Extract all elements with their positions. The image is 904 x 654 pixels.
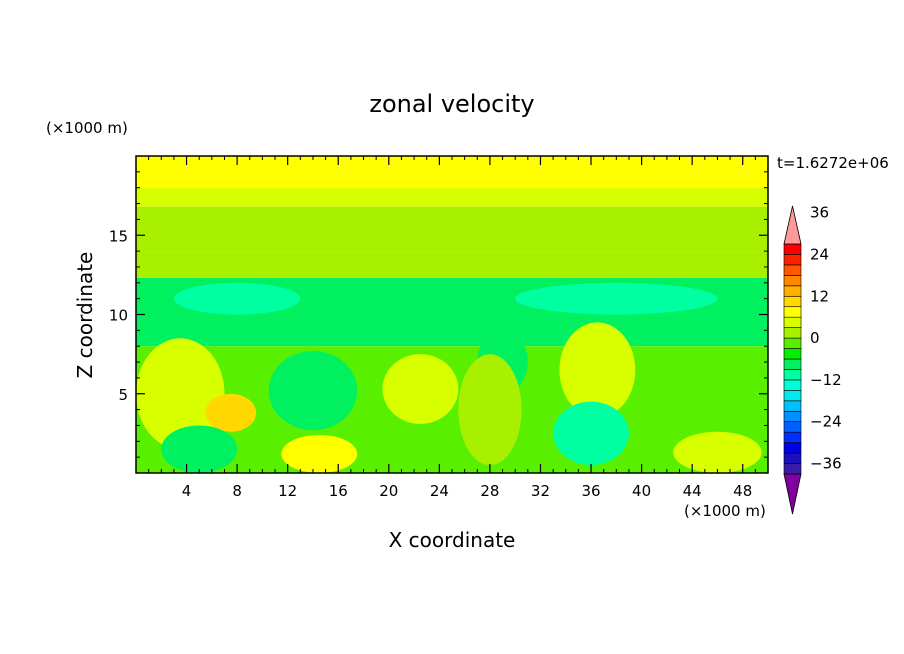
field-feature-warm-ridge-8 <box>205 393 257 432</box>
x-tick-label: 28 <box>480 482 499 500</box>
y-tick-label: 10 <box>109 307 128 325</box>
colorbar-tick-label: −36 <box>810 455 842 473</box>
x-unit-label: (×1000 m) <box>684 502 766 520</box>
x-axis-label: X coordinate <box>389 528 516 552</box>
x-tick-label: 16 <box>329 482 348 500</box>
colorbar-swatch <box>783 327 802 339</box>
field-band-2 <box>136 206 768 252</box>
colorbar-tick-label: −12 <box>810 371 842 389</box>
colorbar-tick-label: 24 <box>810 245 829 263</box>
field-feature-cool-upper-8 <box>173 282 301 315</box>
field-band-3 <box>136 251 768 279</box>
time-label: t=1.6272e+06 <box>777 154 889 172</box>
x-tick-label: 48 <box>733 482 752 500</box>
field-band-1 <box>136 187 768 207</box>
y-axis-label: Z coordinate <box>73 252 97 379</box>
field-feature-green-diag-27 <box>458 354 522 466</box>
x-tick-label: 4 <box>182 482 192 500</box>
y-unit-label: (×1000 m) <box>46 119 128 137</box>
colorbar-swatch <box>783 306 802 318</box>
field-feature-cool-upper-38 <box>515 282 718 315</box>
velocity-field <box>136 156 768 473</box>
colorbar-swatch <box>783 358 802 370</box>
colorbar-swatch <box>783 337 802 349</box>
field-feature-warm-lower-left <box>136 338 225 450</box>
colorbar-over-arrow <box>783 205 802 245</box>
x-tick-label: 36 <box>581 482 600 500</box>
x-tick-label: 8 <box>232 482 242 500</box>
colorbar-swatch <box>783 295 802 308</box>
colorbar-swatch <box>783 452 802 464</box>
colorbar-swatch <box>783 243 802 255</box>
y-tick-label: 5 <box>118 386 128 404</box>
field-feature-warm-blob-45 <box>673 431 762 473</box>
colorbar-swatch <box>783 400 802 412</box>
x-tick-label: 12 <box>278 482 297 500</box>
field-feature-cool-14 <box>268 350 358 431</box>
colorbar-tick-label: −24 <box>810 413 842 431</box>
colorbar-swatch <box>783 275 802 287</box>
x-tick-label: 40 <box>632 482 651 500</box>
field-feature-cool-5 <box>161 425 238 473</box>
colorbar-swatch <box>783 285 802 297</box>
colorbar-swatch <box>783 442 802 454</box>
x-tick-label: 24 <box>430 482 449 500</box>
colorbar-swatch <box>783 264 802 276</box>
field-feature-cool-36 <box>553 401 629 466</box>
colorbar-tick-label: 0 <box>810 329 820 347</box>
field-feature-warm-blob-36 <box>559 322 636 418</box>
field-feature-warm-blob-23 <box>382 354 459 424</box>
colorbar-swatch <box>783 348 802 360</box>
colorbar-swatch <box>783 369 802 381</box>
x-tick-label: 20 <box>379 482 398 500</box>
x-tick-label: 32 <box>531 482 550 500</box>
colorbar-tick-label: 36 <box>810 204 829 222</box>
colorbar-tick-label: 12 <box>810 287 829 305</box>
x-tick-label: 44 <box>683 482 702 500</box>
colorbar-swatch <box>783 254 802 266</box>
chart-title: zonal velocity <box>369 90 534 118</box>
colorbar-swatch <box>783 316 802 328</box>
field-feature-warm-ridge-14 <box>281 434 358 473</box>
field-band-0 <box>136 156 768 188</box>
colorbar-swatch <box>783 410 802 423</box>
y-tick-label: 15 <box>109 227 128 245</box>
colorbar-swatch <box>783 390 802 402</box>
colorbar-swatch <box>783 421 802 433</box>
colorbar-swatch <box>783 431 802 443</box>
colorbar-under-arrow <box>783 473 802 515</box>
colorbar: 36 24 12 0 −12 −24 −36 <box>783 204 842 515</box>
colorbar-swatch <box>783 463 802 475</box>
colorbar-swatch <box>783 379 802 391</box>
